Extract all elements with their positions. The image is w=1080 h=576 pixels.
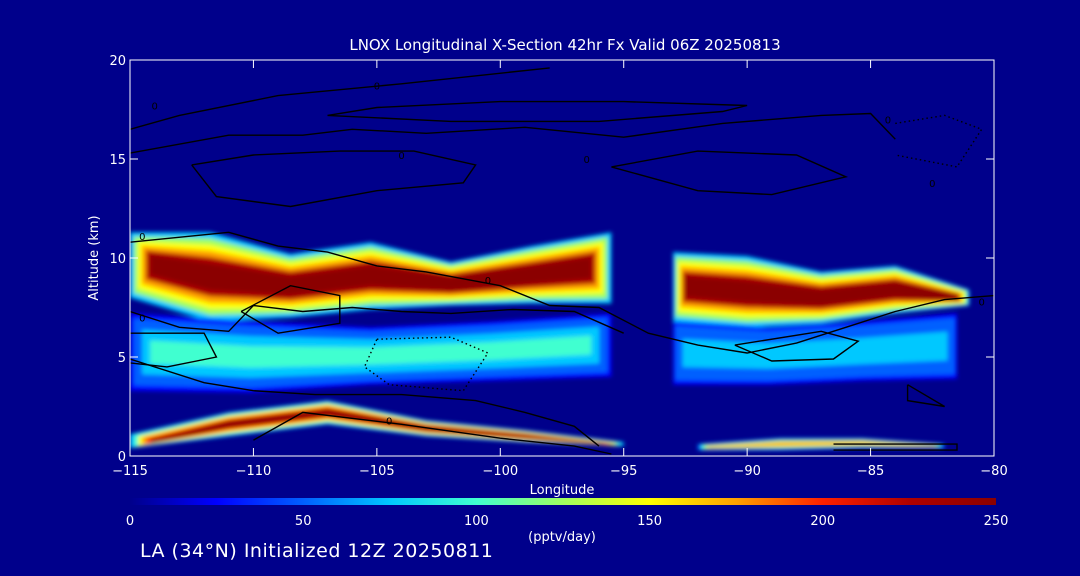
y-tick-label: 10 xyxy=(109,252,126,267)
contour-line-9 xyxy=(734,330,860,362)
y-tick-label: 15 xyxy=(109,153,126,168)
colorbar-units: (pptv/day) xyxy=(528,530,596,545)
contour-label-3: 0 xyxy=(584,155,590,166)
contour-line-2 xyxy=(327,100,748,123)
colorbar-tick-label: 250 xyxy=(984,514,1009,529)
x-tick-label: −80 xyxy=(980,464,1007,479)
y-tick-label: 20 xyxy=(109,54,126,69)
colorbar xyxy=(130,498,996,505)
colorbar-tick-label: 100 xyxy=(464,514,489,529)
x-axis-label: Longitude xyxy=(530,483,595,498)
contour-line-7 xyxy=(240,284,341,334)
contour-line-3 xyxy=(191,150,477,208)
init-info-label: LA (34°N) Initialized 12Z 20250811 xyxy=(140,540,494,562)
colorbar-tick-label: 150 xyxy=(637,514,662,529)
contour-label-6: 0 xyxy=(139,232,145,243)
colorbar-tick-label: 0 xyxy=(126,514,134,529)
contour-label-5: 0 xyxy=(929,179,935,190)
y-tick-label: 5 xyxy=(118,351,126,366)
colorbar-ticks: 0 50 100 150 200 250 xyxy=(126,514,1009,529)
x-tick-label: −100 xyxy=(482,464,518,479)
contour-label-7: 0 xyxy=(485,276,491,287)
contour-line-5 xyxy=(130,231,994,354)
contour-labels: 0 0 0 0 0 0 0 0 0 0 0 xyxy=(139,82,985,428)
upper-lnox-maximum-east-level-5 xyxy=(685,276,957,306)
x-tick-label: −95 xyxy=(610,464,637,479)
contour-label-9: 0 xyxy=(386,416,392,427)
y-axis-label: Altitude (km) xyxy=(87,215,102,300)
x-tick-label: −110 xyxy=(236,464,272,479)
contour-label-4: 0 xyxy=(885,115,891,126)
lnox-field xyxy=(130,232,970,451)
contour-label-1: 0 xyxy=(374,82,380,93)
contour-line-6 xyxy=(130,304,624,334)
contour-line-10 xyxy=(130,358,600,447)
low-level-lnox-west-level-5 xyxy=(150,408,603,445)
contour-line-0 xyxy=(130,67,550,130)
contour-line-12 xyxy=(906,384,945,408)
low-level-lnox-east-level-5 xyxy=(708,441,935,448)
chart-title: LNOX Longitudinal X-Section 42hr Fx Vali… xyxy=(349,36,780,54)
contour-lines xyxy=(130,67,994,455)
contour-label-0: 0 xyxy=(152,102,158,113)
mid-level-moderate-west-level-5 xyxy=(150,335,592,368)
x-tick-label: −85 xyxy=(857,464,884,479)
mid-level-moderate-east-level-5 xyxy=(685,336,945,365)
contour-label-8: 0 xyxy=(139,313,145,324)
x-tick-label: −115 xyxy=(112,464,148,479)
colorbar-tick-label: 50 xyxy=(295,514,312,529)
y-tick-label: 0 xyxy=(118,450,126,465)
x-tick-label: −90 xyxy=(733,464,760,479)
contour-line-13 xyxy=(833,443,958,451)
contour-line-8 xyxy=(130,332,218,368)
colorbar-tick-label: 200 xyxy=(810,514,835,529)
contour-label-10: 0 xyxy=(979,298,985,309)
contour-label-2: 0 xyxy=(398,151,404,162)
contour-line-1 xyxy=(130,112,896,154)
contour-line-4 xyxy=(611,150,849,196)
upper-lnox-maximum-west-level-5 xyxy=(150,255,592,296)
contour-line-11 xyxy=(253,411,612,455)
axes: −115 −110 −105 −100 −95 −90 −85 −80 0 5 10 15 20 xyxy=(109,54,1007,479)
x-tick-label: −105 xyxy=(359,464,395,479)
